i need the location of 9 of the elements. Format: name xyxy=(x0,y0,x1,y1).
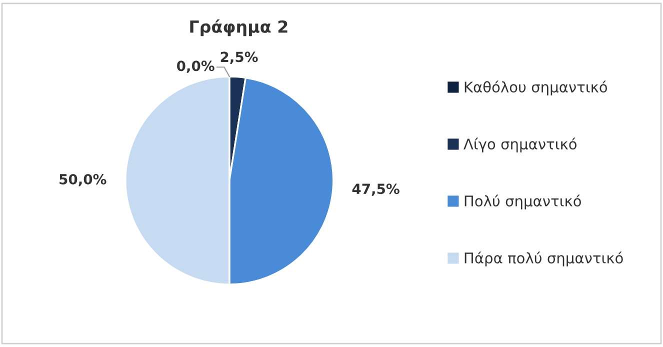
legend-label: Λίγο σημαντικό xyxy=(464,138,576,152)
data-label: 47,5% xyxy=(352,184,400,196)
legend-label: Πολύ σημαντικό xyxy=(464,194,581,210)
data-label: 2,5% xyxy=(220,52,258,64)
data-label: 50,0% xyxy=(60,174,106,186)
chart-title: Γράφημα 2 xyxy=(190,19,288,36)
text: 0,0% xyxy=(176,60,214,73)
legend-label: Καθόλου σημαντικό xyxy=(464,80,608,96)
legend-label: Πάρα πολύ σημαντικό xyxy=(464,252,623,266)
